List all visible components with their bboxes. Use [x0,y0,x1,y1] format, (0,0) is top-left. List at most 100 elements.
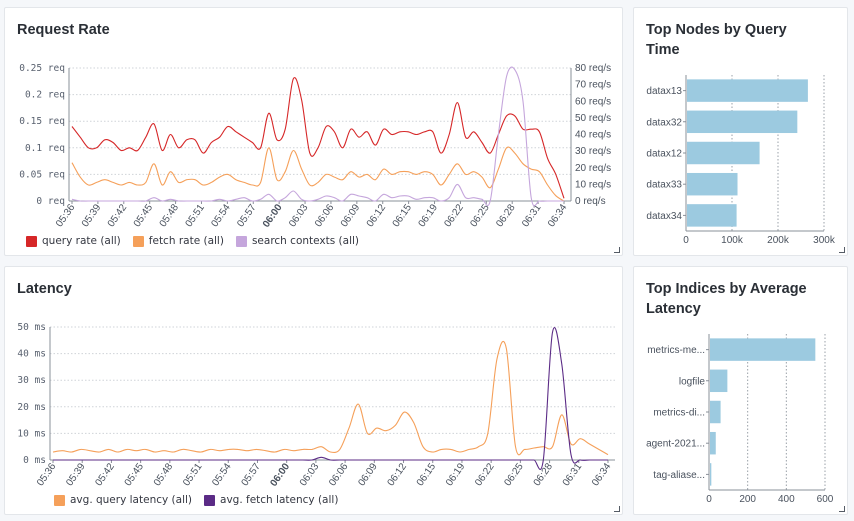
legend-item-search-contexts[interactable]: search contexts (all) [235,235,360,247]
bar-5 [710,463,712,486]
category-label: metrics-di... [653,408,705,419]
x-tick-label: 06:25 [502,461,526,488]
resize-handle[interactable] [614,247,620,253]
resize-handle[interactable] [614,506,620,512]
category-label: datax32 [646,117,682,128]
y-right-tick-label: 60 req/s [575,96,611,107]
x-tick-label: 06:09 [356,461,380,488]
panel-title: Top Nodes by Query Time [646,22,787,58]
y-tick-label: 50 ms [17,322,46,333]
legend-swatch [132,235,144,247]
x-tick-label: 06:03 [298,461,322,488]
y-tick-label: 20 ms [17,402,46,413]
y-tick-label: 0 req [36,196,65,207]
y-right-tick-label: 40 req/s [575,130,611,141]
legend-label: fetch rate (all) [148,235,224,247]
bar-4 [687,172,738,196]
bar-3 [710,400,721,424]
x-tick-label: 05:57 [235,202,259,229]
x-tick-label: 06:31 [561,461,585,488]
x-tick-label: 06:28 [494,202,518,229]
x-tick-label: 05:39 [64,461,88,488]
panel-title: Latency [17,281,72,297]
x-tick-label: 05:57 [240,461,264,488]
bar-3 [687,141,760,165]
y-tick-label: 0.15 req [19,116,65,127]
legend-swatch [54,494,65,506]
x-tick-label: 06:19 [417,202,441,229]
x-tick-label: 06:28 [532,461,556,488]
series-line-1 [52,340,609,456]
category-label: datax34 [646,211,682,222]
x-tick-label: 05:51 [181,461,205,488]
x-tick-label: 06:06 [327,461,351,488]
series-line-1 [71,77,565,199]
y-tick-label: 10 ms [17,428,46,439]
x-tick-label: 06:22 [473,461,497,488]
top-nodes-chart[interactable]: 0 100k 200k 300k datax13 datax32 datax12 datax3… [634,8,848,256]
x-tick-label: 05:54 [210,461,234,488]
panel-title: Request Rate [17,22,110,38]
series-line-2 [53,327,608,470]
x-tick-label: 400 [778,494,795,505]
x-tick-label: 05:42 [106,202,130,229]
y-right-tick-label: 20 req/s [575,163,611,174]
y-right-tick-label: 30 req/s [575,146,611,157]
y-right-tick-label: 80 req/s [575,63,611,74]
x-tick-label: 06:00 [268,461,292,489]
resize-handle[interactable] [839,247,845,253]
x-tick-label: 06:00 [261,202,285,230]
x-tick-label: 05:48 [158,202,182,229]
x-tick-label: 05:45 [132,202,156,229]
x-tick-label: 06:06 [313,202,337,229]
legend-swatch [235,235,247,247]
x-tick-label: 05:48 [152,461,176,488]
legend-item-query-rate[interactable]: query rate (all) [26,235,121,247]
bar-5 [687,204,737,227]
x-tick-label: 06:25 [468,202,492,229]
y-right-tick-label: 0 req/s [575,196,606,207]
legend-item-fetch-latency[interactable]: avg. fetch latency (all) [204,494,338,506]
x-tick-label: 06:12 [365,202,389,229]
x-tick-label: 06:09 [339,202,363,229]
bar-2 [687,110,798,134]
x-tick-label: 0 [706,494,712,505]
category-label: logfile [679,376,706,387]
x-tick-label: 05:39 [80,202,104,229]
category-label: metrics-me... [647,345,705,356]
legend-swatch [26,235,37,247]
x-tick-label: 06:34 [590,461,614,488]
y-tick-label: 0 ms [23,455,46,466]
legend-label: query rate (all) [42,235,121,247]
y-tick-label: 0.1 req [25,143,65,154]
top-indices-chart[interactable]: 0 200 400 600 metrics-me... logfile metrics-di… [634,267,848,515]
x-tick-label: 06:34 [546,202,570,229]
legend-label: avg. fetch latency (all) [220,494,339,506]
legend-item-query-latency[interactable]: avg. query latency (all) [54,494,192,506]
y-right-tick-label: 10 req/s [575,179,611,190]
x-tick-label: 300k [813,235,836,246]
bar-1 [710,338,816,361]
resize-handle[interactable] [839,506,845,512]
x-tick-label: 200 [739,494,756,505]
top-nodes-panel: Top Nodes by Query Time 0 100k 200k 300k dat… [633,7,848,256]
x-tick-label: 200k [767,235,790,246]
series-line-2 [71,146,565,202]
panel-title: Top Indices by Average Latency [646,281,807,317]
x-tick-label: 06:12 [386,461,410,488]
bar-2 [710,369,728,393]
y-right-tick-label: 70 req/s [575,80,611,91]
y-tick-label: 0.25 req [19,63,65,74]
legend-label: search contexts (all) [251,235,360,247]
x-tick-label: 600 [817,494,834,505]
legend-item-fetch-rate[interactable]: fetch rate (all) [132,235,224,247]
legend-label: avg. query latency (all) [70,494,193,506]
bar-1 [687,79,808,102]
y-tick-label: 30 ms [17,375,46,386]
category-label: datax13 [646,86,682,97]
latency-panel: Latency 0 ms 10 ms 20 ms 30 ms 40 ms 50 ms 05:… [4,266,623,515]
y-tick-label: 40 ms [17,349,46,360]
chart-legend: avg. query latency (all) avg. fetch late… [54,494,338,506]
request-rate-chart[interactable]: 0 req 0.05 req 0.1 req 0.15 req 0.2 req 0.25 … [5,8,623,256]
